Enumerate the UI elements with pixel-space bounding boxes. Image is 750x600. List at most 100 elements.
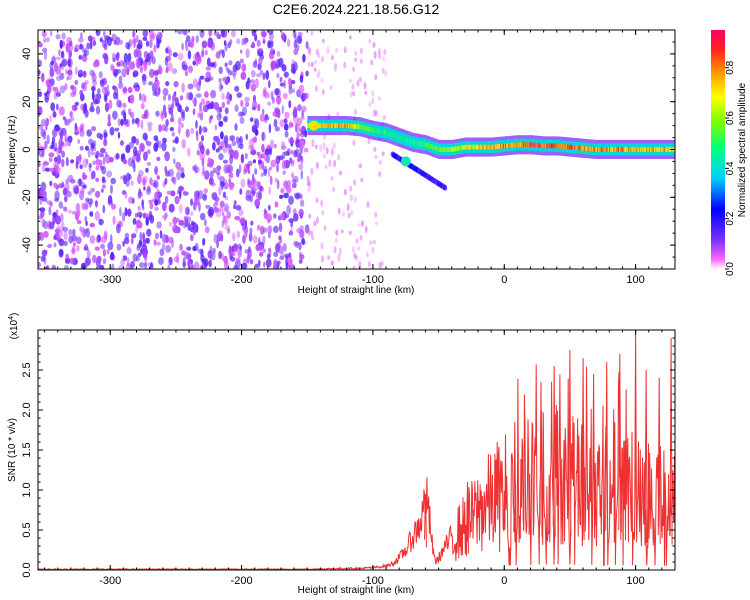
noise-speck (244, 249, 250, 254)
noise-speck (214, 124, 218, 131)
noise-speck (290, 149, 294, 155)
noise-speck (162, 137, 167, 143)
noise-speck (165, 68, 169, 74)
noise-speck (291, 182, 297, 189)
noise-speck (110, 251, 115, 261)
noise-speck (244, 152, 248, 160)
signal-core (551, 143, 553, 149)
noise-speck (131, 155, 136, 164)
signal-core (375, 128, 377, 134)
noise-speck (103, 138, 108, 147)
noise-speck (127, 157, 133, 167)
signal-core (581, 145, 583, 151)
signal-core (620, 147, 623, 152)
noise-speck (144, 261, 148, 269)
noise-speck (278, 57, 284, 68)
signal-core (447, 147, 449, 152)
noise-speck (44, 167, 51, 172)
signal-core (637, 147, 639, 152)
noise-speck (276, 163, 280, 173)
noise-speck (146, 228, 152, 237)
noise-speck (73, 242, 76, 247)
noise-speck (253, 180, 260, 191)
noise-speck (67, 59, 72, 65)
signal-core (625, 147, 628, 152)
signal-core (328, 123, 330, 128)
signal-core (326, 123, 329, 128)
noise-speck (221, 92, 225, 101)
noise-speck (74, 79, 79, 86)
noise-speck (137, 121, 140, 128)
signal-core (614, 147, 617, 152)
noise-speck (80, 32, 83, 39)
signal-core (435, 146, 438, 151)
noise-speck (338, 247, 342, 256)
signal-core (423, 142, 426, 147)
noise-speck (378, 160, 382, 165)
noise-speck (375, 220, 379, 227)
noise-speck (113, 39, 117, 45)
noise-speck (130, 180, 134, 186)
noise-speck (273, 143, 277, 149)
noise-speck (58, 183, 65, 189)
signal-core (636, 147, 639, 152)
noise-speck (164, 125, 169, 132)
signal-core (358, 124, 360, 130)
noise-speck (49, 78, 55, 87)
noise-speck (201, 158, 205, 167)
noise-speck (95, 177, 99, 182)
signal-core (475, 144, 478, 150)
noise-speck (134, 87, 140, 92)
noise-speck (71, 234, 77, 242)
noise-speck (102, 156, 106, 166)
noise-speck (203, 170, 210, 180)
noise-speck (237, 111, 244, 117)
signal-core (583, 146, 586, 151)
noise-speck (164, 56, 168, 67)
noise-speck (38, 42, 43, 48)
signal-core (622, 147, 624, 152)
snr-x-axis: -300 -200 -100 0 100 (44, 330, 676, 587)
noise-speck (294, 193, 301, 200)
signal-branch (443, 184, 448, 191)
spectrogram-xlabel: Height of straight line (km) (298, 285, 415, 296)
noise-speck (228, 60, 233, 66)
noise-speck (165, 244, 172, 253)
noise-speck (288, 230, 294, 236)
noise-speck (221, 101, 225, 109)
signal-core (482, 144, 484, 150)
noise-speck (371, 89, 375, 98)
signal-core (453, 146, 456, 152)
signal-core (347, 123, 349, 129)
signal-core (444, 147, 446, 152)
noise-speck (213, 31, 220, 36)
noise-speck (305, 41, 309, 49)
noise-speck (198, 108, 203, 118)
noise-speck (272, 111, 276, 117)
noise-speck (95, 150, 100, 156)
noise-speck (265, 258, 272, 268)
noise-speck (278, 222, 283, 233)
noise-speck (99, 218, 102, 226)
x-tick-label: -200 (231, 274, 253, 286)
noise-speck (131, 118, 135, 125)
noise-speck (173, 256, 180, 262)
noise-speck (231, 140, 237, 147)
y-tick-label: 2.0 (21, 402, 33, 417)
noise-speck (358, 164, 362, 169)
noise-speck (315, 162, 319, 169)
noise-speck (229, 39, 233, 45)
noise-speck (220, 131, 224, 140)
signal-core (568, 144, 570, 150)
signal-core (492, 144, 494, 150)
signal-core (364, 125, 367, 131)
noise-speck (187, 50, 192, 60)
y-tick-label: 20 (21, 96, 33, 108)
noise-speck (315, 197, 319, 204)
noise-speck (64, 195, 68, 203)
noise-speck (334, 64, 338, 73)
noise-speck (218, 207, 224, 213)
noise-speck (253, 94, 256, 103)
noise-speck (140, 102, 145, 110)
noise-speck (48, 82, 53, 92)
